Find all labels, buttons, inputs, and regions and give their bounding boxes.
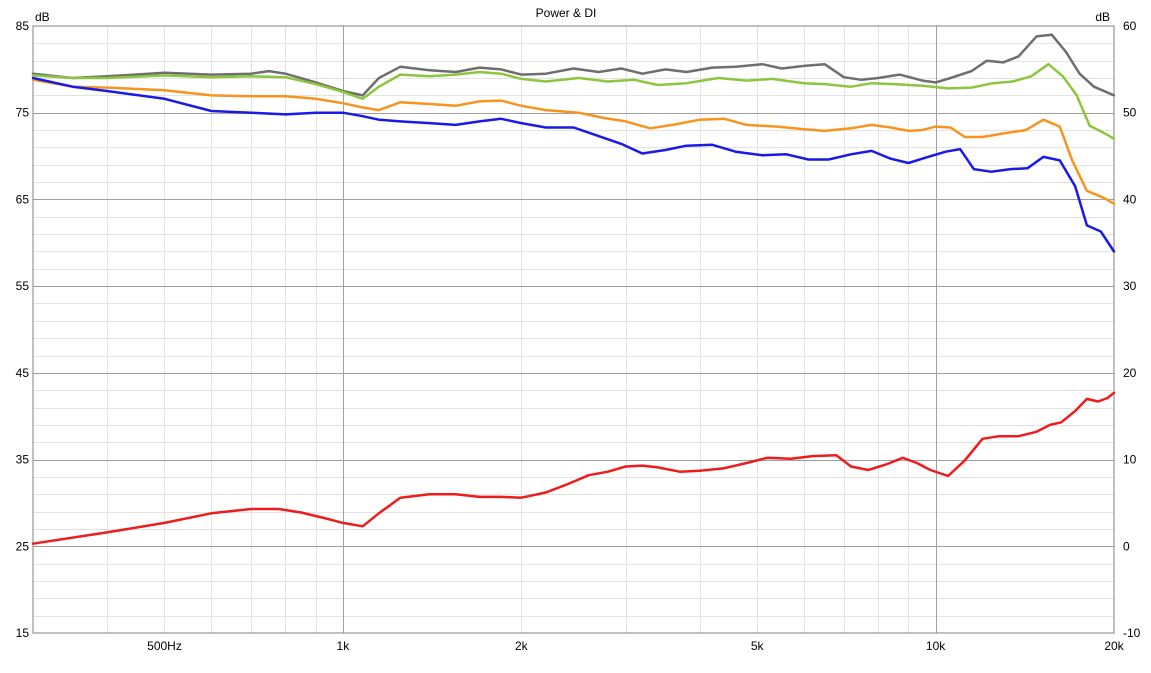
x-tick-label: 20k: [1104, 639, 1124, 653]
y-tick-label-left: 55: [16, 279, 30, 293]
y-tick-label-right: 50: [1123, 106, 1137, 120]
y-tick-label-right: 20: [1123, 366, 1137, 380]
y-tick-label-right: 60: [1123, 19, 1137, 33]
series-line-4: [31, 76, 1116, 253]
series-line-3: [31, 78, 1116, 206]
x-tick-label: 5k: [751, 639, 765, 653]
series-layer: [31, 33, 1116, 545]
y-tick-label-left: 15: [16, 626, 30, 640]
y-tick-label-left: 45: [16, 366, 30, 380]
x-tick-label: 10k: [926, 639, 946, 653]
y-tick-label-right: -10: [1123, 626, 1141, 640]
chart-title: Power & DI: [536, 6, 597, 20]
y-tick-label-right: 10: [1123, 453, 1137, 467]
y-tick-label-right: 0: [1123, 539, 1130, 553]
y-tick-label-right: 40: [1123, 192, 1137, 206]
y-tick-label-right: 30: [1123, 279, 1137, 293]
y-axis-label-left: dB: [35, 10, 50, 24]
x-tick-label: 1k: [337, 639, 351, 653]
major-grid: [33, 26, 1114, 633]
minor-grid: [33, 26, 1114, 633]
x-tick-label: 500Hz: [147, 639, 182, 653]
y-axis-label-right: dB: [1095, 10, 1110, 24]
series-line-5: [31, 391, 1116, 545]
series-line-1: [31, 33, 1116, 97]
x-tick-label: 2k: [515, 639, 529, 653]
plot-frame: [32, 25, 1115, 634]
y-tick-label-left: 65: [16, 192, 30, 206]
y-tick-label-left: 85: [16, 19, 30, 33]
tick-labels: 500Hz 1k 2k 5k 10k 20k 85 75 65 55 45 35 25 15 60 50 40 3…: [16, 19, 1141, 653]
y-tick-label-left: 35: [16, 453, 30, 467]
series-line-2: [31, 62, 1116, 140]
y-tick-label-left: 25: [16, 539, 30, 553]
y-tick-label-left: 75: [16, 106, 30, 120]
